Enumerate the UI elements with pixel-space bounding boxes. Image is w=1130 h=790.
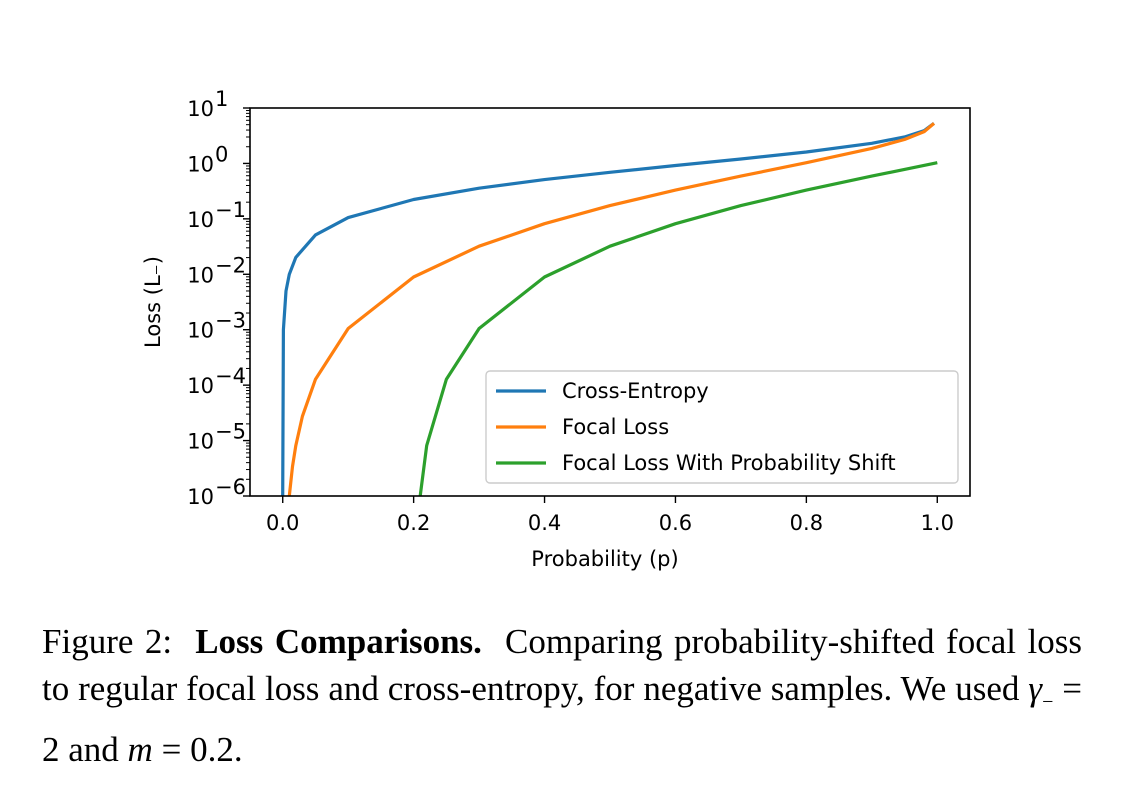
gamma-subscript: − bbox=[1042, 691, 1054, 713]
y-tick-label: 10 bbox=[187, 319, 214, 343]
y-tick-exponent: −2 bbox=[215, 253, 246, 277]
y-tick-label: 10 bbox=[187, 374, 214, 398]
legend-label-0: Cross-Entropy bbox=[562, 379, 709, 403]
x-tick-label: 0.0 bbox=[266, 511, 299, 535]
y-tick-exponent: −5 bbox=[215, 420, 246, 444]
series-line-1 bbox=[287, 122, 936, 496]
y-tick-label: 10 bbox=[187, 263, 214, 287]
equation-part-1: = 2 and bbox=[42, 669, 1082, 769]
y-tick-exponent: 1 bbox=[215, 87, 228, 111]
y-tick-label: 10 bbox=[187, 485, 214, 509]
legend-box bbox=[485, 370, 959, 484]
legend: Cross-Entropy Focal Loss Focal Loss With P… bbox=[485, 370, 959, 484]
x-tick-label: 0.6 bbox=[659, 511, 692, 535]
series-lines bbox=[281, 122, 938, 496]
y-tick-label: 10 bbox=[187, 208, 214, 232]
y-tick-label: 10 bbox=[187, 152, 214, 176]
y-tick-label: 10 bbox=[187, 430, 214, 454]
m-symbol: m bbox=[127, 730, 153, 769]
y-tick-exponent: −1 bbox=[215, 198, 246, 222]
y-tick-label: 10 bbox=[187, 97, 214, 121]
series-line-0 bbox=[281, 122, 935, 496]
caption-text: Comparing probability-shifted focal loss… bbox=[42, 622, 1082, 708]
legend-label-2: Focal Loss With Probability Shift bbox=[562, 451, 896, 475]
x-tick-label: 0.8 bbox=[790, 511, 823, 535]
x-tick-label: 0.4 bbox=[528, 511, 561, 535]
gamma-symbol: γ bbox=[1028, 669, 1043, 708]
legend-label-1: Focal Loss bbox=[562, 415, 669, 439]
figure-caption: Figure 2: Loss Comparisons. Comparing pr… bbox=[42, 618, 1082, 773]
x-tick-label: 0.2 bbox=[397, 511, 430, 535]
y-tick-exponent: −6 bbox=[215, 475, 246, 499]
axes-frame bbox=[249, 107, 971, 497]
figure-label: Figure 2: bbox=[42, 622, 173, 661]
y-tick-exponent: −4 bbox=[215, 364, 246, 388]
equation-part-2: = 0.2. bbox=[152, 730, 243, 769]
y-axis-title: Loss (L₋) bbox=[141, 256, 165, 348]
caption-title: Loss Comparisons. bbox=[195, 622, 482, 661]
y-tick-exponent: −3 bbox=[215, 309, 246, 333]
x-tick-label: 1.0 bbox=[921, 511, 954, 535]
series-line-2 bbox=[418, 161, 938, 496]
x-axis-title: Probability (p) bbox=[531, 547, 678, 571]
y-tick-exponent: 0 bbox=[215, 142, 228, 166]
